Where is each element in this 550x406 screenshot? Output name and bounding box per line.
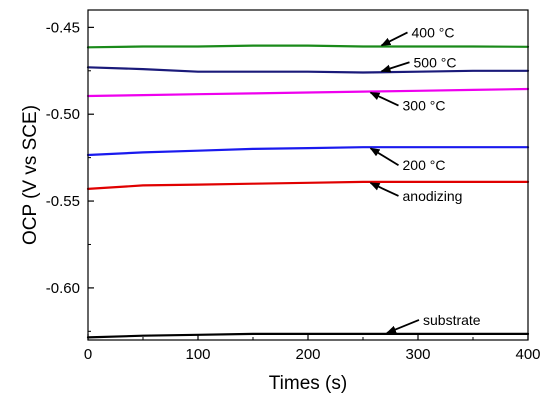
series-line-500-c [86, 66, 530, 74]
series-line-200-c [86, 146, 530, 157]
x-tick-label: 400 [515, 346, 540, 363]
y-tick-label: -0.50 [46, 106, 80, 123]
x-tick-label: 300 [405, 346, 430, 363]
y-tick-label: -0.60 [46, 280, 80, 297]
x-axis-title: Times (s) [269, 373, 347, 394]
x-tick-label: 100 [185, 346, 210, 363]
annotation-arrow [369, 182, 399, 197]
annotation-label: anodizing [403, 188, 463, 204]
ticks-layer: 0 100 200 300 400 -0.45 -0.50 -0.55 -0.60 [46, 19, 541, 363]
annotation-label: substrate [423, 312, 481, 328]
x-tick-label: 200 [295, 346, 320, 363]
x-tick-label: 0 [84, 346, 92, 363]
series-line-300-c [86, 87, 530, 98]
y-tick-label: -0.45 [46, 19, 80, 36]
annotation-arrow [369, 91, 399, 107]
annotation-arrow [369, 147, 399, 166]
plot-frame [87, 9, 529, 341]
y-axis-title: OCP (V vs SCE) [20, 105, 41, 245]
annotation-label: 200 °C [403, 157, 446, 173]
annotation-label: 400 °C [412, 24, 455, 40]
annotation-arrow [386, 319, 420, 334]
annotation-label: 500 °C [414, 54, 457, 70]
series-line-substrate [86, 332, 530, 339]
y-tick-label: -0.55 [46, 193, 80, 210]
annotation-arrow [380, 31, 408, 47]
annotation-arrow [380, 61, 410, 73]
annotation-label: 300 °C [403, 98, 446, 114]
series-line-anodizing [86, 180, 530, 190]
series-line-400-c [86, 44, 530, 49]
annotation-layer: 400 °C 500 °C 300 °C 200 °C anodizing substra… [369, 24, 481, 334]
series-layer [86, 44, 530, 339]
